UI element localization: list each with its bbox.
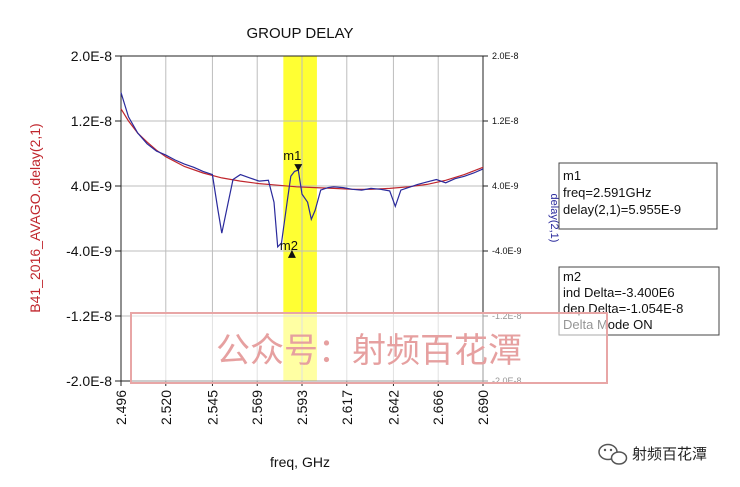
x-tick-label: 2.642 bbox=[385, 390, 401, 425]
x-tick-label: 2.617 bbox=[339, 390, 355, 425]
y-tick-label-left: -2.0E-8 bbox=[66, 373, 112, 389]
marker-box-m2: m2 ind Delta=-3.400E6 dep Delta=-1.054E-… bbox=[558, 266, 720, 336]
marker-box-m1-line-2: delay(2,1)=5.955E-9 bbox=[563, 202, 681, 217]
x-tick-label: 2.496 bbox=[113, 390, 129, 425]
x-tick-label: 2.520 bbox=[158, 390, 174, 425]
x-tick-label: 2.666 bbox=[430, 390, 446, 425]
marker-box-m1-line-0: m1 bbox=[563, 168, 581, 183]
watermark: 公众号：射频百花潭 bbox=[130, 312, 608, 384]
y-tick-label-left: -1.2E-8 bbox=[66, 308, 112, 324]
markers: m1 m2 bbox=[280, 148, 303, 258]
wechat-icon bbox=[598, 443, 628, 465]
y-tick-label-left: 2.0E-8 bbox=[71, 48, 112, 64]
y-tick-label-right: -4.0E-9 bbox=[492, 246, 522, 256]
logo: 射频百花潭 bbox=[598, 443, 707, 465]
x-tick-label: 2.545 bbox=[204, 390, 220, 425]
y-tick-label-right: 1.2E-8 bbox=[492, 116, 519, 126]
y-tick-label-right: 2.0E-8 bbox=[492, 51, 519, 61]
x-tick-label: 2.690 bbox=[475, 390, 491, 425]
marker-box-m1-line-1: freq=2.591GHz bbox=[563, 185, 652, 200]
marker-box-m1: m1 freq=2.591GHz delay(2,1)=5.955E-9 bbox=[558, 162, 718, 230]
y-axis-left: 2.0E-8 1.2E-8 4.0E-9 -4.0E-9 -1.2E-8 -2.0E-8 bbox=[66, 48, 121, 389]
logo-text: 射频百花潭 bbox=[632, 445, 707, 463]
marker-box-m2-line-1: ind Delta=-3.400E6 bbox=[563, 285, 675, 300]
y-tick-label-right: 4.0E-9 bbox=[492, 181, 519, 191]
marker-m2-label: m2 bbox=[280, 238, 298, 253]
chart-title: GROUP DELAY bbox=[247, 25, 354, 42]
y-axis-right-title: delay(2,1) bbox=[548, 194, 560, 243]
marker-box-m2-line-0: m2 bbox=[563, 269, 581, 284]
x-axis-title: freq, GHz bbox=[270, 454, 330, 470]
series-line-blue bbox=[120, 92, 484, 249]
x-axis: 2.496 2.520 2.545 2.569 2.593 2.617 2.642 2.666… bbox=[113, 381, 491, 425]
marker-m1-symbol bbox=[294, 164, 303, 172]
x-tick-label: 2.569 bbox=[249, 390, 265, 425]
x-tick-label: 2.593 bbox=[294, 390, 310, 425]
watermark-text: 公众号：射频百花潭 bbox=[216, 331, 522, 371]
marker-m2-symbol bbox=[287, 249, 296, 258]
y-tick-label-left: 4.0E-9 bbox=[71, 178, 112, 194]
y-axis-left-title: B41_2016_AVAGO..delay(2,1) bbox=[27, 123, 43, 312]
y-tick-label-left: -4.0E-9 bbox=[66, 243, 112, 259]
marker-m1-label: m1 bbox=[283, 148, 301, 163]
y-tick-label-left: 1.2E-8 bbox=[71, 113, 112, 129]
